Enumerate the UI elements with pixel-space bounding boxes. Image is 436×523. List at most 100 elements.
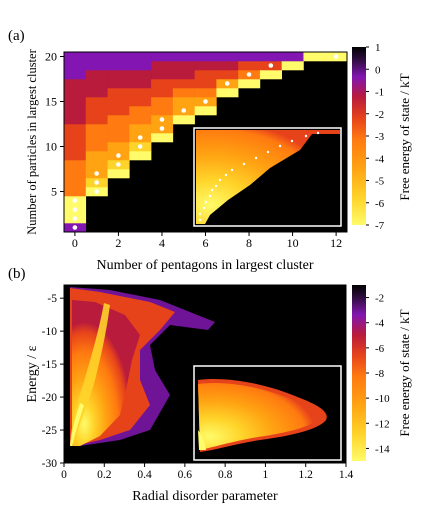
y-tick-label: 10 [45, 140, 57, 154]
heatmap-cell [107, 52, 130, 62]
heatmap-cell [107, 115, 130, 125]
colorbar-tick-label: -4 [375, 318, 385, 330]
heatmap-cell [107, 97, 130, 107]
inset-dot [224, 173, 228, 177]
panel-a-colorbar-label: Free energy of state / kT [397, 73, 412, 200]
heatmap-cell [64, 142, 87, 152]
heatmap-cell [85, 52, 108, 62]
inset-dot [198, 218, 202, 222]
heatmap-cell [151, 61, 174, 71]
minimum-dot [72, 216, 78, 221]
heatmap-cell [129, 115, 152, 125]
heatmap-cell [64, 178, 87, 188]
heatmap-cell [64, 115, 87, 125]
heatmap-cell [85, 70, 108, 80]
panel-a-inset-dots [198, 131, 320, 222]
heatmap-cell [129, 52, 152, 62]
inset-dot [214, 184, 218, 188]
panel-b-frame [63, 284, 347, 464]
heatmap-cell [64, 88, 87, 98]
colorbar-tick-label: -12 [375, 418, 390, 430]
inset-dot [278, 144, 282, 148]
heatmap-cell [64, 106, 87, 116]
minimum-dot [333, 54, 339, 59]
heatmap-cell [85, 142, 108, 152]
heatmap-cell [129, 97, 152, 107]
heatmap-cell [151, 52, 174, 62]
heatmap-cell [259, 70, 282, 80]
panel-b-label: (b) [8, 266, 26, 282]
heatmap-cell [129, 106, 152, 116]
minimum-dot [94, 171, 99, 176]
heatmap-cell [129, 61, 152, 71]
x-tick-label: 1 [263, 469, 269, 481]
heatmap-cell [194, 79, 217, 89]
colorbar-tick-label: -6 [375, 343, 385, 355]
minimum-dot [72, 198, 78, 203]
heatmap-cell [151, 133, 174, 143]
panel-a-colorbar-ticks: 1 0 -1 -2 -3 -4 -5 -6 -7 [366, 42, 385, 232]
heatmap-cell [238, 79, 261, 89]
heatmap-cell [238, 52, 261, 62]
minimum-dot [72, 225, 78, 230]
colorbar-tick-label: -7 [375, 220, 385, 232]
heatmap-cell [64, 160, 87, 170]
inset-dot [304, 134, 308, 138]
colorbar-tick-label: -3 [375, 131, 385, 143]
panel-a-inset-triangle [196, 130, 340, 224]
heatmap-cell [238, 61, 261, 71]
panel-b-xlabel: Radial disorder parameter [132, 489, 278, 504]
minimum-dot [246, 72, 252, 77]
minimum-dot [159, 126, 165, 131]
heatmap-cell [64, 79, 87, 89]
heatmap-cell [85, 106, 108, 116]
heatmap-cell [216, 88, 239, 98]
heatmap-cell [194, 70, 217, 80]
panel-b-density [70, 287, 215, 446]
y-tick-label: 15 [45, 95, 57, 109]
minimum-dot [224, 81, 230, 86]
heatmap-cell [172, 52, 195, 62]
heatmap-cell [107, 169, 130, 179]
x-tick-label: 8 [246, 236, 252, 250]
heatmap-cell [64, 187, 87, 197]
inset-dot [316, 131, 320, 135]
heatmap-cell [107, 79, 130, 89]
y-tick-label: -25 [42, 425, 58, 437]
inset-dot [266, 150, 270, 154]
inset-dot [254, 156, 258, 160]
heatmap-cell [107, 88, 130, 98]
heatmap-cell [129, 124, 152, 134]
heatmap-cell [259, 52, 282, 62]
inset-dot [210, 188, 214, 192]
heatmap-cell [172, 97, 195, 107]
heatmap-cell [107, 70, 130, 80]
heatmap-cell [194, 52, 217, 62]
heatmap-cell [85, 160, 108, 170]
heatmap-cell [129, 88, 152, 98]
inset-dot [242, 162, 246, 166]
heatmap-cell [216, 61, 239, 71]
heatmap-cell [151, 97, 174, 107]
heatmap-cell [107, 133, 130, 143]
minimum-dot [268, 63, 274, 68]
minimum-dot [137, 135, 143, 140]
heatmap-cell [281, 52, 304, 62]
colorbar-tick-label: -2 [375, 109, 384, 121]
inset-dot [218, 178, 222, 182]
colorbar-tick-label: 1 [375, 42, 381, 54]
heatmap-cell [303, 52, 326, 62]
inset-dot [290, 139, 294, 143]
heatmap-cell [85, 88, 108, 98]
heatmap-cell [172, 79, 195, 89]
colorbar-tick-label: -8 [375, 368, 385, 380]
heatmap-cell [85, 97, 108, 107]
heatmap-cell [172, 115, 195, 125]
heatmap-cell [194, 88, 217, 98]
y-tick-label: -15 [42, 359, 58, 371]
heatmap-cell [194, 61, 217, 71]
heatmap-cell [216, 52, 239, 62]
heatmap-cell [85, 133, 108, 143]
heatmap-cell [151, 106, 174, 116]
y-tick-label: -20 [42, 392, 58, 404]
